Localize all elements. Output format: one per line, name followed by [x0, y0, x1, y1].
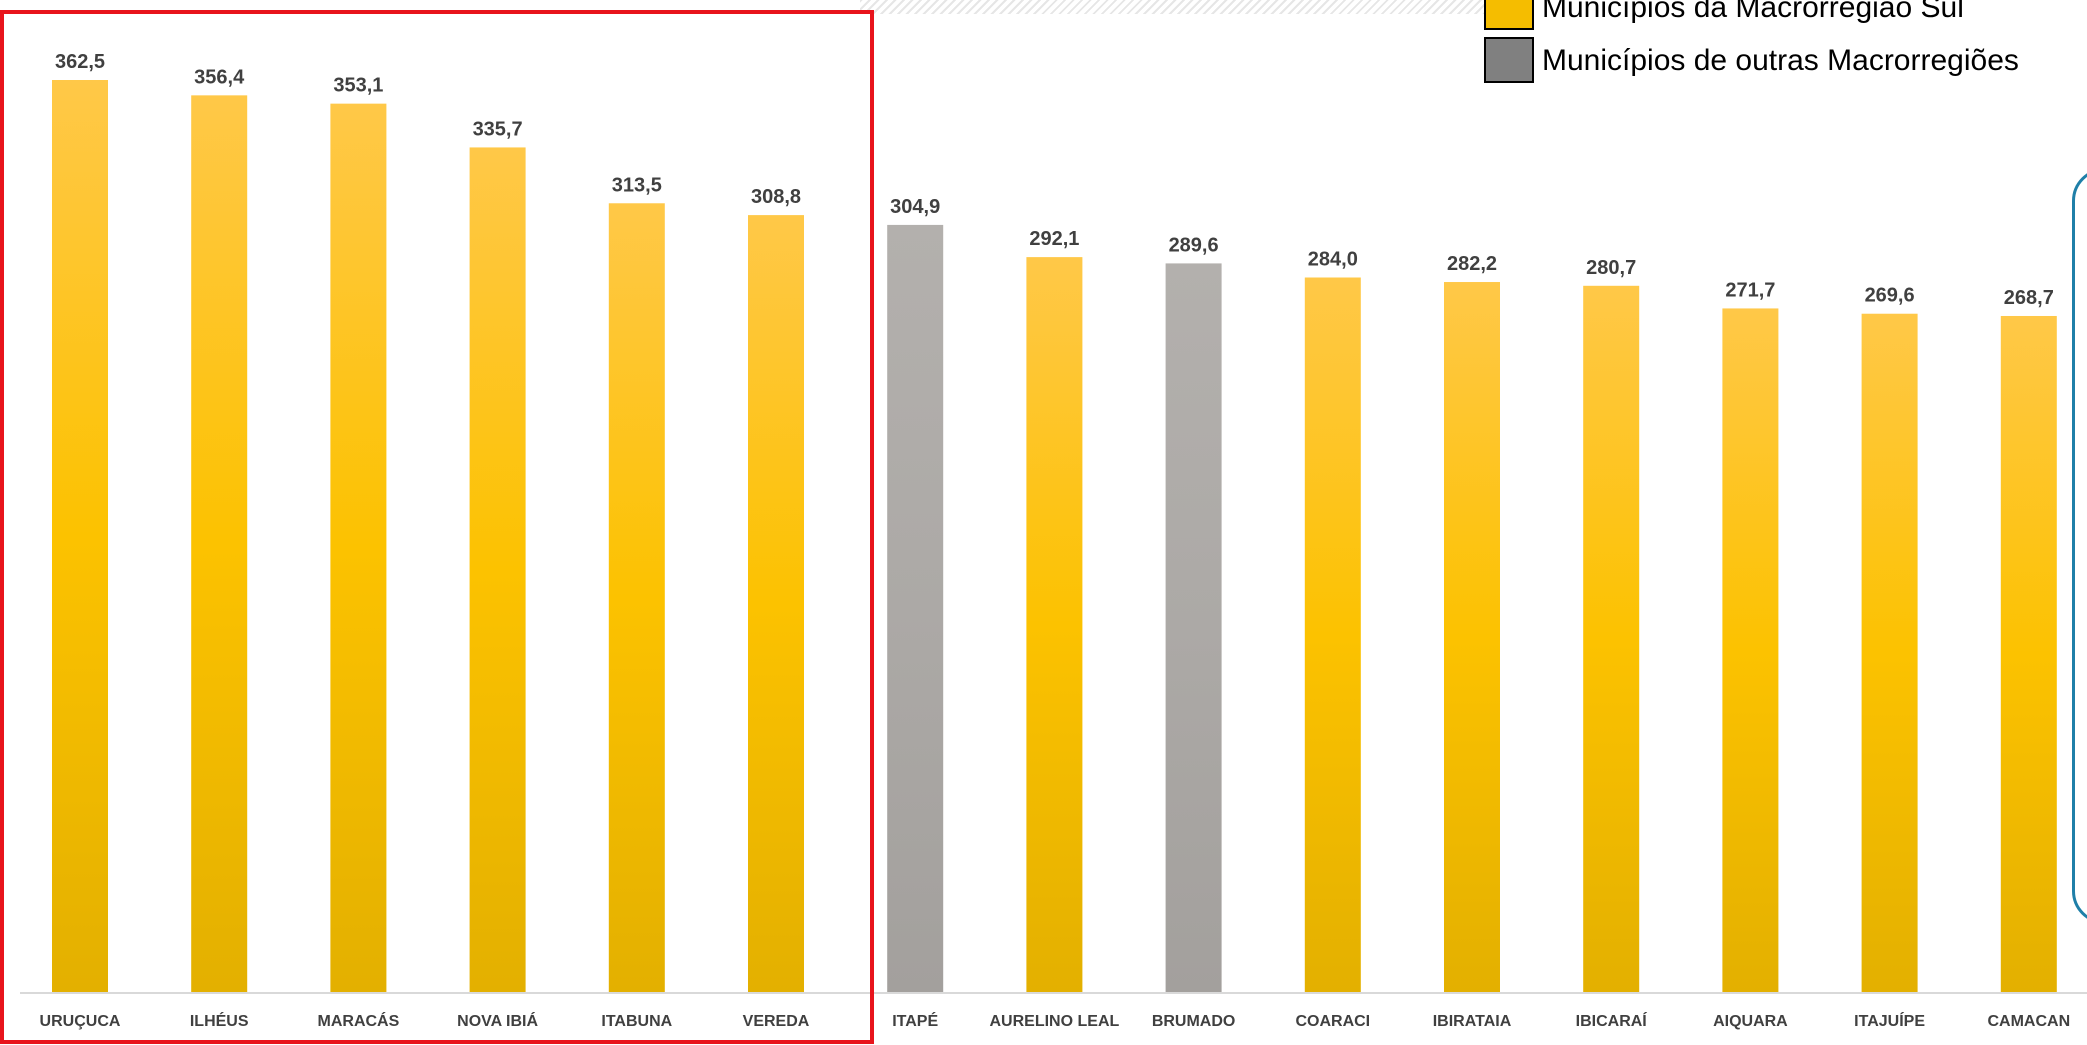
- data-label-7: 304,9: [890, 196, 940, 218]
- bar-11: [1444, 282, 1500, 993]
- data-label-2: 356,4: [194, 66, 245, 88]
- category-label-15: CAMACAN: [1987, 1013, 2070, 1030]
- data-label-14: 269,6: [1865, 285, 1915, 307]
- data-label-10: 284,0: [1308, 248, 1358, 270]
- legend-item-outras: Municípios de outras Macrorregiões: [1484, 37, 2087, 83]
- category-label-1: URUÇUCA: [40, 1013, 121, 1030]
- bar-15: [2000, 315, 2057, 992]
- data-label-11: 282,2: [1447, 253, 1497, 275]
- bar-2: [191, 95, 248, 993]
- data-label-5: 313,5: [612, 174, 662, 196]
- bar-7: [887, 224, 944, 993]
- note-callout-box: [2072, 168, 2087, 924]
- category-label-13: AIQUARA: [1713, 1013, 1788, 1030]
- legend-label-sul: Municípios da Macrorregião Sul: [1542, 0, 1964, 24]
- bar-3: [330, 103, 387, 992]
- highlight-box: [0, 10, 874, 1044]
- data-label-15: 268,7: [2004, 287, 2054, 309]
- data-label-9: 289,6: [1169, 234, 1219, 256]
- category-label-8: AURELINO LEAL: [990, 1013, 1120, 1030]
- data-label-8: 292,1: [1029, 228, 1079, 250]
- category-label-12: IBICARAÍ: [1576, 1011, 1648, 1030]
- header-hatch-decoration: [860, 0, 1500, 14]
- data-label-4: 335,7: [473, 118, 523, 140]
- legend: Municípios da Macrorregião Sul Município…: [1484, 0, 2087, 92]
- legend-label-outras: Municípios de outras Macrorregiões: [1542, 44, 2019, 77]
- category-label-7: ITAPÉ: [892, 1011, 938, 1030]
- bar-14: [1861, 313, 1918, 992]
- data-label-13: 271,7: [1725, 279, 1775, 301]
- category-label-11: IBIRATAIA: [1433, 1013, 1512, 1030]
- bar-10: [1304, 277, 1361, 992]
- category-label-6: VEREDA: [743, 1013, 810, 1030]
- data-label-6: 308,8: [751, 186, 801, 208]
- legend-swatch-sul: [1484, 0, 1534, 30]
- bar-8: [1026, 257, 1083, 992]
- bar-12: [1583, 285, 1640, 993]
- category-label-4: NOVA IBIÁ: [457, 1011, 538, 1030]
- legend-swatch-outras: [1484, 37, 1534, 83]
- data-label-12: 280,7: [1586, 257, 1636, 279]
- category-label-2: ILHÉUS: [190, 1011, 249, 1030]
- data-label-3: 353,1: [333, 75, 383, 97]
- legend-item-sul: Municípios da Macrorregião Sul: [1484, 0, 2087, 30]
- category-label-3: MARACÁS: [318, 1011, 400, 1030]
- bar-13: [1722, 308, 1779, 992]
- bar-9: [1165, 263, 1222, 992]
- category-label-5: ITABUNA: [601, 1013, 672, 1030]
- category-label-14: ITAJUÍPE: [1854, 1011, 1925, 1030]
- bar-1: [52, 80, 108, 992]
- bar-6: [748, 215, 804, 992]
- data-label-1: 362,5: [55, 51, 105, 73]
- category-label-9: BRUMADO: [1152, 1013, 1236, 1030]
- bar-4: [469, 147, 526, 992]
- category-label-10: COARACI: [1295, 1013, 1370, 1030]
- bar-5: [608, 203, 665, 993]
